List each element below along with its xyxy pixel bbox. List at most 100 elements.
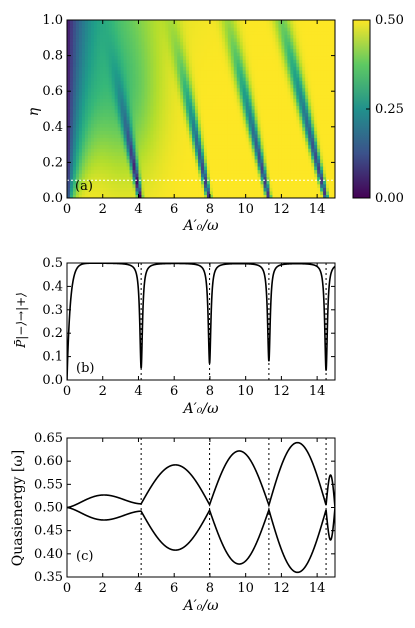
heatmap-cell (242, 59, 247, 64)
heatmap-cell (120, 84, 125, 89)
heatmap-cell (177, 37, 181, 42)
heatmap-cell (141, 190, 146, 196)
heatmap-cell (99, 194, 104, 198)
heatmap-cell (233, 109, 238, 114)
heatmap-cell (287, 180, 291, 185)
heatmap-cell (212, 69, 217, 74)
heatmap-cell (156, 87, 160, 92)
heatmap-cell (99, 55, 104, 60)
heatmap-cell (153, 173, 157, 178)
heatmap-cell (215, 194, 220, 198)
heatmap-cell (263, 48, 268, 53)
heatmap-cell (224, 73, 229, 78)
heatmap-cell (180, 137, 184, 142)
heatmap-cell (305, 123, 309, 128)
heatmap-cell (117, 162, 122, 167)
heatmap-cell (308, 94, 312, 99)
heatmap-cell (102, 123, 107, 128)
heatmap-cell (308, 73, 312, 78)
quasienergy-y-label: Quasienergy [ω] (10, 450, 26, 566)
heatmap-cell (257, 126, 262, 131)
heatmap-panel: 0 2 4 6 8 10 12 140.00.20.40.60.81.0 (a) A′₀/ω … (26, 13, 336, 234)
heatmap-cell (138, 137, 143, 142)
heatmap-cell (275, 94, 280, 99)
heatmap-cell (153, 144, 157, 149)
heatmap-cell (269, 34, 274, 39)
heatmap-cell (81, 30, 86, 35)
heatmap-cell (78, 194, 83, 198)
heatmap-cell (81, 91, 86, 96)
heatmap-cell (251, 48, 256, 53)
heatmap-cell (114, 148, 119, 153)
heatmap-cell (189, 30, 193, 35)
heatmap-cell (236, 87, 241, 92)
heatmap-cell (332, 80, 335, 85)
heatmap-cell (263, 80, 268, 85)
heatmap-cell (141, 155, 146, 160)
heatmap-cell (239, 187, 244, 192)
heatmap-cell (218, 130, 223, 135)
heatmap-cell (69, 94, 74, 99)
heatmap-cell (171, 187, 175, 192)
heatmap-cell (284, 158, 288, 163)
heatmap-cell (93, 76, 98, 82)
heatmap-cell (129, 101, 134, 107)
heatmap-cell (171, 98, 175, 103)
heatmap-cell (209, 84, 214, 89)
heatmap-cell (180, 59, 184, 64)
heatmap-cell (239, 180, 244, 185)
heatmap-cell (284, 73, 288, 78)
heatmap-cell (69, 73, 74, 78)
heatmap-cell (117, 41, 122, 46)
heatmap-cell (227, 123, 232, 128)
heatmap-cell (266, 109, 271, 114)
heatmap-cell (105, 37, 110, 42)
heatmap-cell (174, 87, 178, 92)
heatmap-cell (221, 112, 226, 117)
heatmap-cell (257, 194, 262, 198)
heatmap-cell (189, 44, 193, 50)
heatmap-cell (93, 20, 98, 25)
heatmap-cell (159, 66, 163, 71)
heatmap-cell (78, 141, 83, 146)
heatmap-cell (275, 69, 280, 74)
heatmap-cell (108, 141, 113, 146)
heatmap-cell (150, 158, 154, 163)
heatmap-cell (272, 101, 277, 107)
heatmap-cell (99, 144, 104, 149)
heatmap-cell (102, 155, 107, 160)
heatmap-cell (114, 126, 119, 131)
heatmap-cell (135, 144, 140, 149)
x-tick-label: 14 (309, 384, 326, 399)
heatmap-cell (272, 84, 277, 89)
heatmap-cell (281, 151, 285, 156)
heatmap-cell (239, 27, 244, 32)
heatmap-cell (114, 23, 119, 28)
heatmap-cell (123, 187, 128, 192)
heatmap-cell (218, 101, 223, 107)
heatmap-cell (224, 84, 229, 89)
heatmap-cell (129, 52, 134, 57)
heatmap-cell (93, 173, 98, 178)
heatmap-cell (233, 126, 238, 131)
heatmap-cell (198, 101, 202, 107)
heatmap-cell (272, 176, 277, 181)
heatmap-cell (245, 148, 250, 153)
heatmap-cell (209, 155, 214, 160)
heatmap-cell (302, 176, 306, 181)
y-tick-label: 0.1 (42, 350, 63, 365)
heatmap-cell (81, 123, 86, 128)
heatmap-cell (108, 55, 113, 60)
heatmap-cell (215, 109, 220, 114)
heatmap-cell (180, 55, 184, 60)
heatmap-cell (144, 20, 148, 25)
heatmap-cell (93, 169, 98, 174)
heatmap-cell (90, 158, 95, 163)
heatmap-cell (224, 27, 229, 32)
heatmap-cell (129, 55, 134, 60)
heatmap-cell (135, 62, 140, 67)
heatmap-cell (296, 173, 300, 178)
heatmap-cell (311, 23, 315, 28)
heatmap-cell (212, 190, 217, 196)
heatmap-cell (233, 41, 238, 46)
